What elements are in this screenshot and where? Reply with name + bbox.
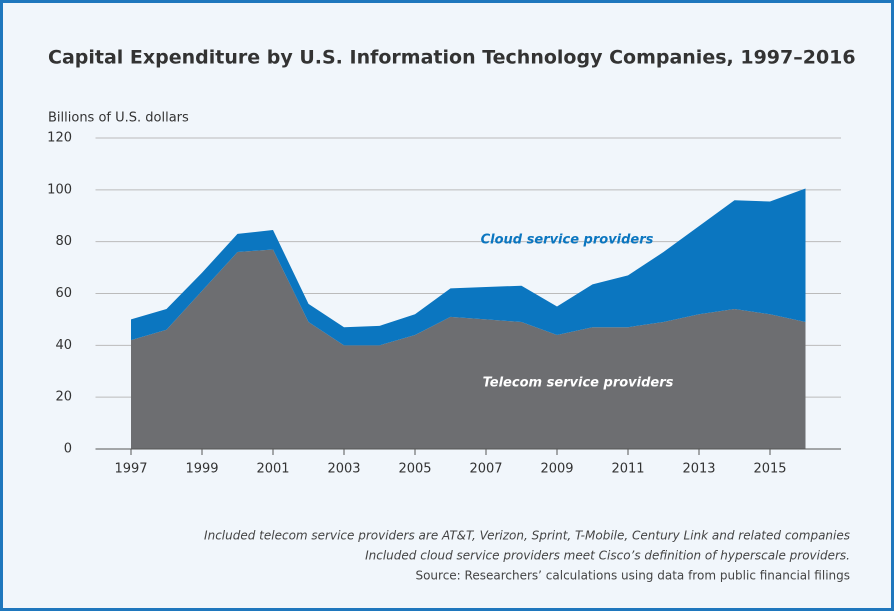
x-tick-label: 2009 <box>540 462 573 477</box>
y-tick-label: 80 <box>55 234 72 249</box>
x-tick-label: 2015 <box>753 462 786 477</box>
y-tick-label: 100 <box>47 182 72 197</box>
y-tick-label: 120 <box>47 131 72 146</box>
area <box>131 249 806 449</box>
x-tick-label: 2003 <box>327 462 360 477</box>
x-tick-label: 2001 <box>256 462 289 477</box>
x-tick-label: 2005 <box>398 462 431 477</box>
series-label: Cloud service providers <box>481 233 654 248</box>
y-tick-label: 20 <box>55 390 72 405</box>
y-tick-label: 60 <box>55 286 72 301</box>
y-tick-label: 40 <box>55 338 72 353</box>
area <box>131 188 806 346</box>
y-axis-label: Billions of U.S. dollars <box>48 111 189 126</box>
note: Included telecom service providers are A… <box>204 529 850 543</box>
note: Source: Researchers’ calculations using … <box>415 569 850 583</box>
x-tick-label: 1999 <box>185 462 218 477</box>
x-tick-label: 2013 <box>682 462 715 477</box>
x-tick-label: 1997 <box>114 462 147 477</box>
x-tick-label: 2011 <box>611 462 644 477</box>
x-tick-label: 2007 <box>469 462 502 477</box>
chart-title: Capital Expenditure by U.S. Information … <box>48 47 856 69</box>
y-tick-label: 0 <box>64 442 72 457</box>
note: Included cloud service providers meet Ci… <box>365 549 850 563</box>
series-label: Telecom service providers <box>483 376 674 391</box>
